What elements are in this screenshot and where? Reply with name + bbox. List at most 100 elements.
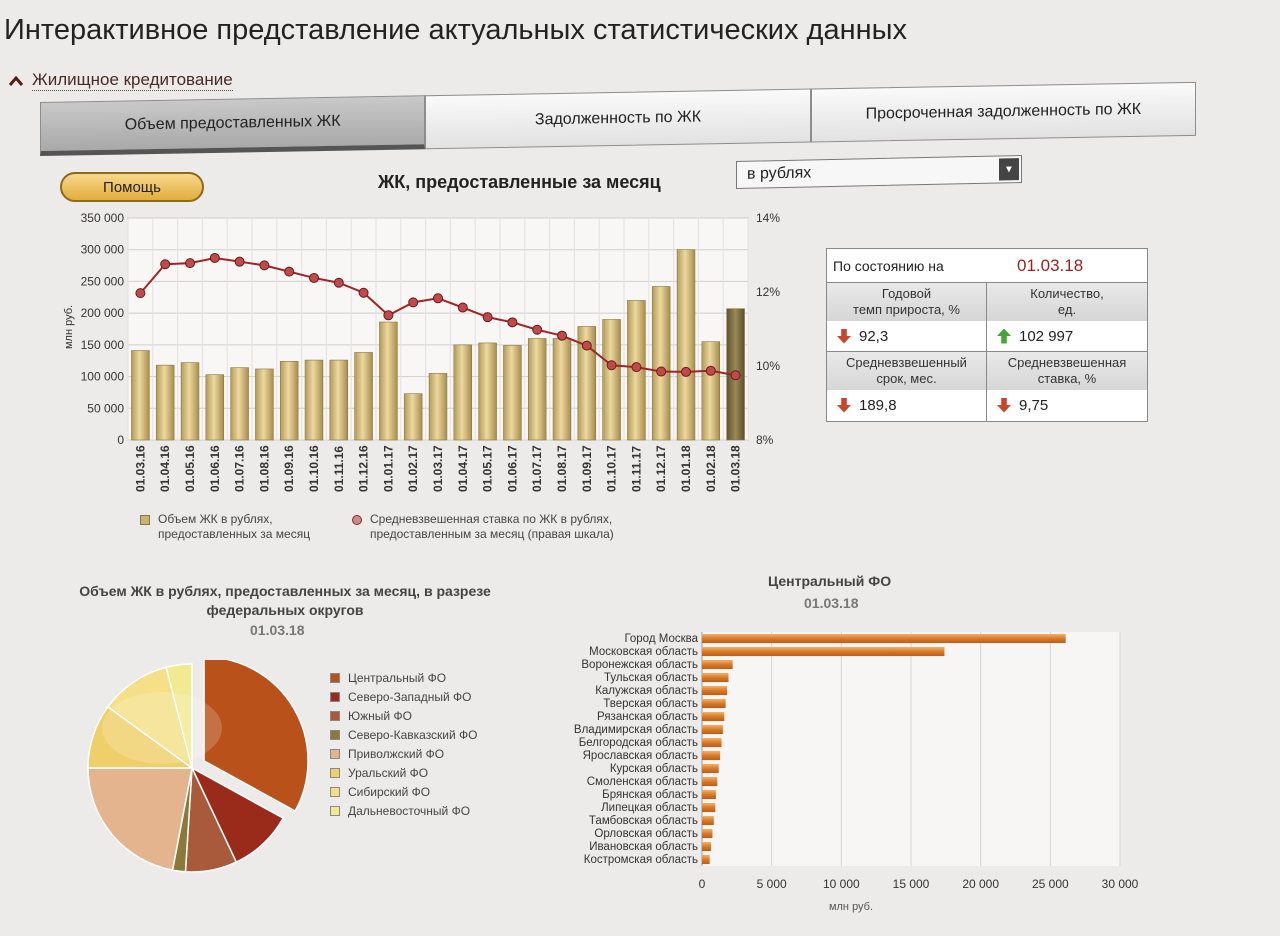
rate-point	[383, 310, 394, 321]
hbar-category-label: Костромская область	[584, 854, 698, 866]
currency-select[interactable]: в рублях ▼	[736, 155, 1022, 189]
bar	[205, 374, 225, 441]
rate-point	[656, 366, 667, 377]
bar	[329, 359, 349, 441]
pie-legend-item: Дальневосточный ФО	[330, 801, 478, 820]
stat-count-value: 102 997	[1019, 327, 1074, 345]
bar	[701, 341, 721, 441]
hbar-category-label: Смоленская область	[587, 776, 698, 788]
hbar-category-label: Курская область	[610, 763, 698, 775]
hbar-bar	[702, 711, 725, 722]
stat-growth: Годовой темп прироста, % 92,3	[827, 283, 987, 352]
rate-point	[482, 312, 493, 323]
y-tick-label: 100 000	[81, 370, 125, 384]
hbar-bar	[702, 724, 723, 735]
hbar-category-label: Калужская область	[595, 685, 698, 697]
bar	[602, 319, 621, 441]
hbar-category-label: Тульская область	[604, 672, 698, 684]
y-tick-label: 300 000	[81, 243, 125, 257]
hbar-x-tick-label: 0	[699, 877, 706, 891]
x-tick-label: 01.03.17	[431, 445, 445, 492]
hbar-chart: 0 5 000 10 000 15 000 20 000 25 000 30 000 млн …	[574, 632, 1139, 913]
section-header[interactable]: Жилищное кредитование	[8, 70, 233, 91]
pie-legend-item: Приволжский ФО	[330, 744, 478, 763]
x-tick-label: 01.12.16	[357, 445, 371, 492]
hbar-bar	[702, 659, 733, 670]
hbar-bar	[702, 828, 713, 839]
bar	[379, 321, 398, 441]
tab-volume[interactable]: Объем предоставленных ЖК	[40, 95, 426, 156]
stats-header: По состоянию на 01.03.18	[827, 249, 1147, 283]
arrow-up-icon	[997, 328, 1011, 344]
hbar-bar	[702, 815, 714, 826]
legend-bars-label: Объем ЖК в рублях, предоставленных за мес…	[158, 512, 311, 541]
y-tick-label: 0	[117, 433, 124, 447]
x-tick-label: 01.04.16	[158, 445, 172, 492]
chevron-up-icon[interactable]	[8, 74, 24, 88]
stats-date: 01.03.18	[1017, 255, 1084, 275]
legend-swatch-bars	[140, 515, 150, 525]
hbar-bar	[702, 776, 718, 787]
pie-legend-label: Уральский ФО	[348, 765, 429, 780]
pie-legend-swatch	[330, 710, 340, 721]
legend-swatch-line	[352, 515, 362, 525]
bar	[478, 342, 497, 441]
arrow-down-icon	[837, 397, 851, 413]
rate-point	[309, 272, 319, 283]
pie-legend-label: Северо-Кавказский ФО	[348, 727, 478, 742]
pie-legend-swatch	[330, 729, 340, 740]
rate-point	[433, 293, 443, 304]
pie-legend-item: Центральный ФО	[330, 668, 478, 687]
hbar-bar	[702, 698, 726, 709]
stats-as-of-label: По состоянию на	[833, 257, 944, 274]
y2-tick-label: 10%	[756, 359, 780, 373]
tab-debt[interactable]: Задолженность по ЖК	[425, 88, 811, 150]
y-axis-label: млн руб.	[63, 305, 75, 349]
hbar-bar	[702, 737, 722, 748]
chevron-down-icon[interactable]: ▼	[999, 158, 1019, 181]
rate-point	[259, 260, 270, 271]
bar	[552, 338, 572, 441]
rate-point	[358, 287, 369, 298]
bar	[453, 344, 473, 441]
bar	[354, 352, 373, 441]
x-tick-label: 01.09.17	[580, 445, 594, 492]
arrow-down-icon	[837, 328, 851, 344]
hbar-x-tick-label: 15 000	[893, 877, 930, 891]
bar	[403, 393, 423, 441]
pie-title: Объем ЖК в рублях, предоставленных за ме…	[79, 583, 491, 618]
y-tick-label: 50 000	[87, 401, 124, 415]
x-tick-label: 01.12.17	[654, 445, 668, 492]
tab-overdue[interactable]: Просроченная задолженность по ЖК	[810, 81, 1196, 143]
arrow-down-icon	[997, 397, 1011, 413]
x-tick-label: 01.01.18	[679, 445, 693, 492]
stat-growth-value: 92,3	[859, 327, 889, 345]
x-tick-label: 01.02.17	[406, 445, 420, 492]
rate-point	[209, 252, 220, 263]
pie-legend-item: Северо-Западный ФО	[330, 687, 478, 706]
hbar-category-label: Город Москва	[624, 633, 698, 645]
hbar-category-label: Ивановская область	[589, 841, 698, 853]
help-button[interactable]: Помощь	[60, 172, 204, 202]
y2-tick-label: 12%	[756, 285, 780, 299]
rate-point	[681, 366, 691, 377]
pie-legend-label: Приволжский ФО	[348, 746, 445, 761]
rate-point	[557, 330, 567, 341]
rate-point	[160, 259, 171, 270]
pie-date: 01.03.18	[250, 622, 305, 638]
x-tick-label: 01.05.16	[183, 445, 197, 492]
x-tick-label: 01.03.16	[133, 445, 147, 492]
rate-point	[705, 365, 716, 376]
pie-slice	[87, 767, 193, 872]
stat-rate-value: 9,75	[1019, 396, 1049, 414]
hbar-category-label: Московская область	[589, 646, 698, 658]
y2-tick-label: 8%	[756, 433, 774, 447]
bar	[651, 286, 671, 441]
hbar-category-label: Тамбовская область	[589, 815, 698, 827]
x-tick-label: 01.03.18	[729, 445, 743, 492]
hbar-category-label: Воронежская область	[581, 659, 698, 671]
section-header-label[interactable]: Жилищное кредитование	[32, 70, 233, 91]
rate-point	[730, 370, 741, 381]
rate-point	[333, 277, 344, 288]
pie-legend-swatch	[330, 786, 340, 797]
